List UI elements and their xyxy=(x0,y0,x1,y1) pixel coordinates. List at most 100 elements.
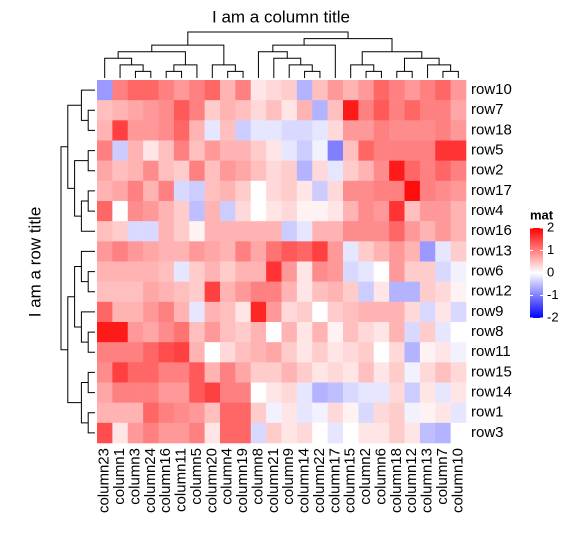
heatmap-cell xyxy=(450,301,467,323)
column-label: column3 xyxy=(126,448,143,505)
column-label: column4 xyxy=(219,448,236,505)
heatmap-cell xyxy=(450,160,467,182)
heatmap-cell xyxy=(158,221,175,242)
heatmap-cell xyxy=(189,140,205,161)
heatmap-cell xyxy=(112,241,129,262)
heatmap-cell xyxy=(112,261,129,282)
heatmap-cell xyxy=(435,281,451,303)
heatmap-cell xyxy=(112,160,129,182)
heatmap-cell xyxy=(189,120,205,141)
heatmap-cell xyxy=(250,362,267,383)
legend-tick-label: -2 xyxy=(547,309,559,324)
row-label: row9 xyxy=(471,303,504,320)
heatmap-cell xyxy=(358,241,375,262)
heatmap-cell xyxy=(97,342,113,363)
row-dendrogram xyxy=(87,190,95,212)
row-dendrogram xyxy=(87,331,95,353)
column-label: column1 xyxy=(111,448,128,505)
heatmap-cell xyxy=(312,322,328,343)
heatmap-cell xyxy=(235,281,252,303)
column-dendrogram xyxy=(365,70,382,78)
heatmap-cell xyxy=(373,241,390,262)
heatmap-cell xyxy=(250,120,267,141)
heatmap-cell xyxy=(389,221,405,242)
heatmap-cell xyxy=(312,180,328,202)
heatmap-cell xyxy=(112,322,129,343)
heatmap-cell xyxy=(312,362,328,383)
heatmap-cell xyxy=(97,160,113,182)
heatmap-cell xyxy=(220,201,236,222)
heatmap-cell xyxy=(327,221,344,242)
heatmap-cell xyxy=(312,100,328,121)
row-dendrogram xyxy=(60,146,68,351)
column-label: column10 xyxy=(449,448,466,513)
heatmap-cell xyxy=(281,402,298,424)
heatmap-cell xyxy=(266,100,282,121)
heatmap-cell xyxy=(143,422,159,444)
heatmap-cell xyxy=(250,342,267,363)
column-dendrogram xyxy=(361,51,423,65)
heatmap-cell xyxy=(358,362,375,383)
heatmap-cell xyxy=(112,342,129,363)
heatmap-cell xyxy=(235,160,252,182)
column-dendrogram xyxy=(134,70,152,78)
heatmap-cell xyxy=(343,281,359,303)
column-dendrogram xyxy=(257,51,288,78)
column-dendrogram xyxy=(104,57,133,78)
heatmap-cell xyxy=(404,80,421,101)
heatmap-cell xyxy=(389,140,405,161)
heatmap-cell xyxy=(235,241,252,262)
row-label: row11 xyxy=(471,343,511,360)
heatmap-cell xyxy=(343,382,359,403)
heatmap-cell xyxy=(389,160,405,182)
heatmap-cell xyxy=(373,180,390,202)
heatmap-cell xyxy=(266,140,282,161)
heatmap-cell xyxy=(327,322,344,343)
heatmap-cell xyxy=(373,80,390,101)
heatmap-cell xyxy=(389,301,405,323)
column-label: column2 xyxy=(357,448,374,505)
heatmap-cell xyxy=(450,382,467,403)
heatmap-cell xyxy=(389,201,405,222)
heatmap-cell xyxy=(266,201,282,222)
heatmap-cell xyxy=(296,221,313,242)
heatmap-cell xyxy=(143,221,159,242)
heatmap-cell xyxy=(204,362,221,383)
heatmap-cell xyxy=(143,241,159,262)
heatmap-cell xyxy=(266,80,282,101)
heatmap-cell xyxy=(189,80,205,101)
column-dendrogram xyxy=(273,57,302,78)
heatmap-cell xyxy=(435,80,451,101)
heatmap-cell xyxy=(281,342,298,363)
heatmap-cell xyxy=(204,100,221,121)
column-label: column12 xyxy=(403,448,420,513)
heatmap-cell xyxy=(389,322,405,343)
column-label: column9 xyxy=(280,448,297,505)
heatmap-cell xyxy=(97,382,113,403)
column-dendrogram xyxy=(165,70,183,78)
heatmap-cell xyxy=(127,422,144,444)
row-dendrogram xyxy=(87,150,95,172)
heatmap-cell xyxy=(358,261,375,282)
legend-colorbar xyxy=(530,228,543,318)
heatmap-cell xyxy=(281,221,298,242)
heatmap-cell xyxy=(220,160,236,182)
heatmap-cell xyxy=(404,322,421,343)
column-label: column11 xyxy=(173,448,190,512)
heatmap-cell xyxy=(327,301,344,323)
heatmap-cell xyxy=(235,140,252,161)
heatmap-cell xyxy=(435,120,451,141)
heatmap-cell xyxy=(235,180,252,202)
heatmap-cell xyxy=(419,160,436,182)
heatmap-cell xyxy=(189,221,205,242)
heatmap-cell xyxy=(112,100,129,121)
legend-tick-label: 0 xyxy=(547,264,554,279)
column-label: column23 xyxy=(96,448,113,513)
heatmap-cell xyxy=(189,281,205,303)
heatmap-cell xyxy=(404,140,421,161)
legend-title: mat xyxy=(530,207,554,222)
heatmap-cell xyxy=(450,221,467,242)
heatmap-cell xyxy=(158,382,175,403)
row-label: row14 xyxy=(471,384,512,401)
heatmap-cell xyxy=(404,221,421,242)
